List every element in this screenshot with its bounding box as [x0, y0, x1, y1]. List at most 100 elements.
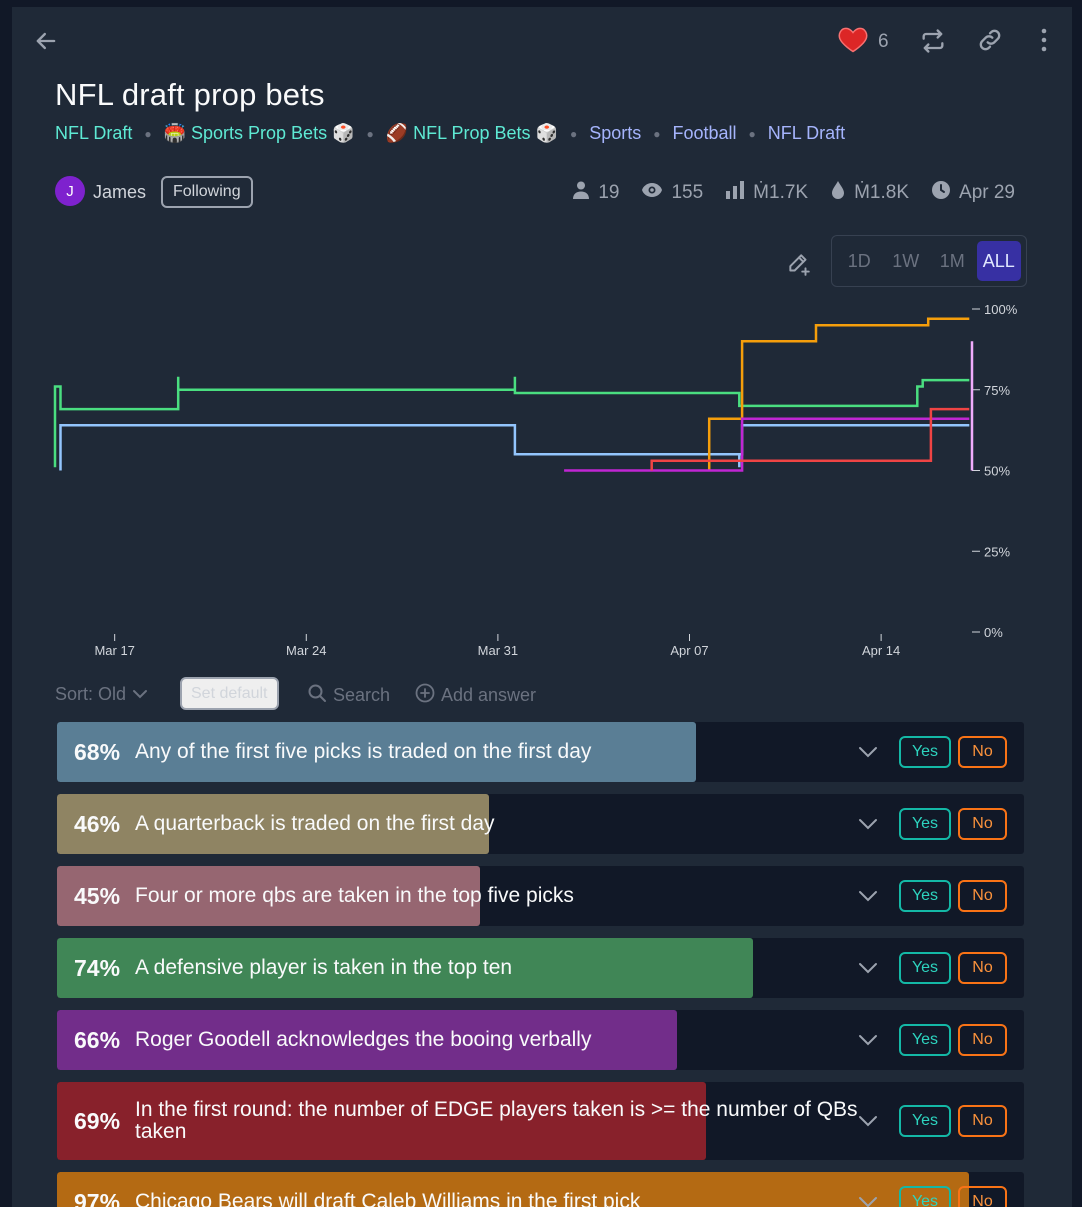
- tag-separator: ●: [570, 127, 577, 141]
- tag-list: NFL Draft ● 🏟️ Sports Prop Bets 🎲 ● 🏈 NFL Pr…: [55, 123, 845, 144]
- no-button[interactable]: No: [958, 1105, 1007, 1137]
- answer-text: Four or more qbs are taken in the top fi…: [135, 885, 574, 907]
- y-tick-label: 50%: [984, 464, 1010, 479]
- series-line: [61, 425, 970, 470]
- edit-pencil-icon[interactable]: [786, 251, 812, 282]
- following-button[interactable]: Following: [161, 176, 253, 208]
- chevron-down-icon[interactable]: [857, 814, 879, 839]
- answer-content: 97%Chicago Bears will draft Caleb Willia…: [74, 1172, 864, 1207]
- answer-text: Roger Goodell acknowledges the booing ve…: [135, 1029, 591, 1051]
- answer-text: A defensive player is taken in the top t…: [135, 957, 512, 979]
- answer-content: 46% A quarterback is traded on the first …: [74, 794, 864, 854]
- answer-content: 69%In the first round: the number of EDG…: [74, 1082, 864, 1160]
- no-button[interactable]: No: [958, 1024, 1007, 1056]
- tag-link[interactable]: NFL Draft: [768, 123, 845, 144]
- yes-button[interactable]: Yes: [899, 1105, 951, 1137]
- search-icon: [307, 683, 327, 708]
- x-tick-label: Apr 14: [862, 643, 900, 658]
- sort-dropdown[interactable]: Sort: Old: [55, 684, 148, 705]
- traders-count: 19: [598, 182, 619, 204]
- yes-button[interactable]: Yes: [899, 952, 951, 984]
- range-tab-1m[interactable]: 1M: [930, 241, 975, 281]
- tag-link[interactable]: 🏈 NFL Prop Bets 🎲: [386, 123, 558, 144]
- chevron-down-icon[interactable]: [857, 958, 879, 983]
- add-answer-button[interactable]: Add answer: [415, 683, 536, 708]
- answer-probability: 66%: [74, 1027, 124, 1054]
- yes-button[interactable]: Yes: [899, 808, 951, 840]
- back-arrow-icon[interactable]: [32, 27, 60, 55]
- user-icon: [572, 180, 590, 206]
- tag-link[interactable]: Football: [672, 123, 736, 144]
- answer-text: A quarterback is traded on the first day: [135, 813, 495, 835]
- clock-icon: [931, 180, 951, 206]
- link-icon[interactable]: [976, 26, 1004, 59]
- no-button[interactable]: No: [958, 952, 1007, 984]
- answer-content: 74%A defensive player is taken in the to…: [74, 938, 864, 998]
- like-count: 6: [878, 31, 889, 53]
- set-default-button[interactable]: Set default: [180, 677, 279, 710]
- sort-label: Sort: Old: [55, 684, 126, 705]
- range-tab-1w[interactable]: 1W: [884, 241, 929, 281]
- range-tab-1d[interactable]: 1D: [837, 241, 882, 281]
- chevron-down-icon[interactable]: [857, 742, 879, 767]
- repost-icon[interactable]: [918, 27, 948, 60]
- tag-separator: ●: [653, 127, 660, 141]
- answer-content: 45% Four or more qbs are taken in the top…: [74, 866, 864, 926]
- chevron-down-icon[interactable]: [857, 1111, 879, 1136]
- liquidity-stat: Ṁ1.8K: [830, 180, 909, 206]
- no-button[interactable]: No: [958, 880, 1007, 912]
- yes-button[interactable]: Yes: [899, 1186, 951, 1207]
- answer-row[interactable]: 97%Chicago Bears will draft Caleb Willia…: [57, 1172, 1024, 1207]
- yes-button[interactable]: Yes: [899, 736, 951, 768]
- author-name[interactable]: James: [93, 182, 146, 203]
- tag-link[interactable]: 🏟️ Sports Prop Bets 🎲: [164, 123, 355, 144]
- yes-button[interactable]: Yes: [899, 880, 951, 912]
- market-title: NFL draft prop bets: [55, 77, 325, 113]
- y-tick-label: 75%: [984, 383, 1010, 398]
- range-tab-all[interactable]: ALL: [977, 241, 1022, 281]
- answer-row[interactable]: 46% A quarterback is traded on the first …: [57, 794, 1024, 854]
- no-button[interactable]: No: [958, 1186, 1007, 1207]
- volume-stat: Ṁ1.7K: [725, 181, 808, 205]
- chevron-down-icon[interactable]: [857, 886, 879, 911]
- x-tick-label: Apr 07: [670, 643, 708, 658]
- answer-text: Any of the first five picks is traded on…: [135, 741, 591, 763]
- search-button[interactable]: Search: [307, 683, 390, 708]
- answer-row[interactable]: 66% Roger Goodell acknowledges the booing…: [57, 1010, 1024, 1070]
- avatar[interactable]: J: [55, 176, 85, 206]
- x-tick-label: Mar 17: [94, 643, 134, 658]
- answer-probability: 68%: [74, 739, 124, 766]
- plus-circle-icon: [415, 683, 435, 708]
- market-page: 6 NFL draft prop bets NFL Draft ● 🏟️ Sport…: [12, 7, 1072, 1207]
- answer-probability: 46%: [74, 811, 124, 838]
- add-answer-label: Add answer: [441, 685, 536, 706]
- top-bar: 6: [12, 7, 1072, 73]
- chevron-down-icon[interactable]: [857, 1030, 879, 1055]
- y-tick-label: 0%: [984, 625, 1003, 640]
- close-date-stat: Apr 29: [931, 180, 1015, 206]
- no-button[interactable]: No: [958, 808, 1007, 840]
- more-options-icon[interactable]: [1032, 25, 1056, 60]
- series-line: [564, 419, 969, 471]
- no-button[interactable]: No: [958, 736, 1007, 768]
- droplet-icon: [830, 180, 846, 206]
- answer-content: 68% Any of the first five picks is traded…: [74, 722, 864, 782]
- chevron-down-icon: [132, 684, 148, 705]
- author-row: J James Following 19 155 Ṁ1.7K: [55, 173, 1015, 209]
- yes-button[interactable]: Yes: [899, 1024, 951, 1056]
- answer-row[interactable]: 45% Four or more qbs are taken in the top…: [57, 866, 1024, 926]
- market-stats: 19 155 Ṁ1.7K Ṁ1.8K: [572, 180, 1015, 206]
- answer-row[interactable]: 68% Any of the first five picks is traded…: [57, 722, 1024, 782]
- answer-text: In the first round: the number of EDGE p…: [135, 1099, 864, 1143]
- answer-row[interactable]: 69%In the first round: the number of EDG…: [57, 1082, 1024, 1160]
- tag-link[interactable]: Sports: [589, 123, 641, 144]
- search-label: Search: [333, 685, 390, 706]
- tag-link[interactable]: NFL Draft: [55, 123, 132, 144]
- like-button[interactable]: 6: [838, 25, 889, 58]
- eye-icon: [641, 182, 663, 204]
- x-tick-label: Mar 24: [286, 643, 326, 658]
- answer-probability: 45%: [74, 883, 124, 910]
- series-line: [55, 377, 969, 468]
- answer-row[interactable]: 74%A defensive player is taken in the to…: [57, 938, 1024, 998]
